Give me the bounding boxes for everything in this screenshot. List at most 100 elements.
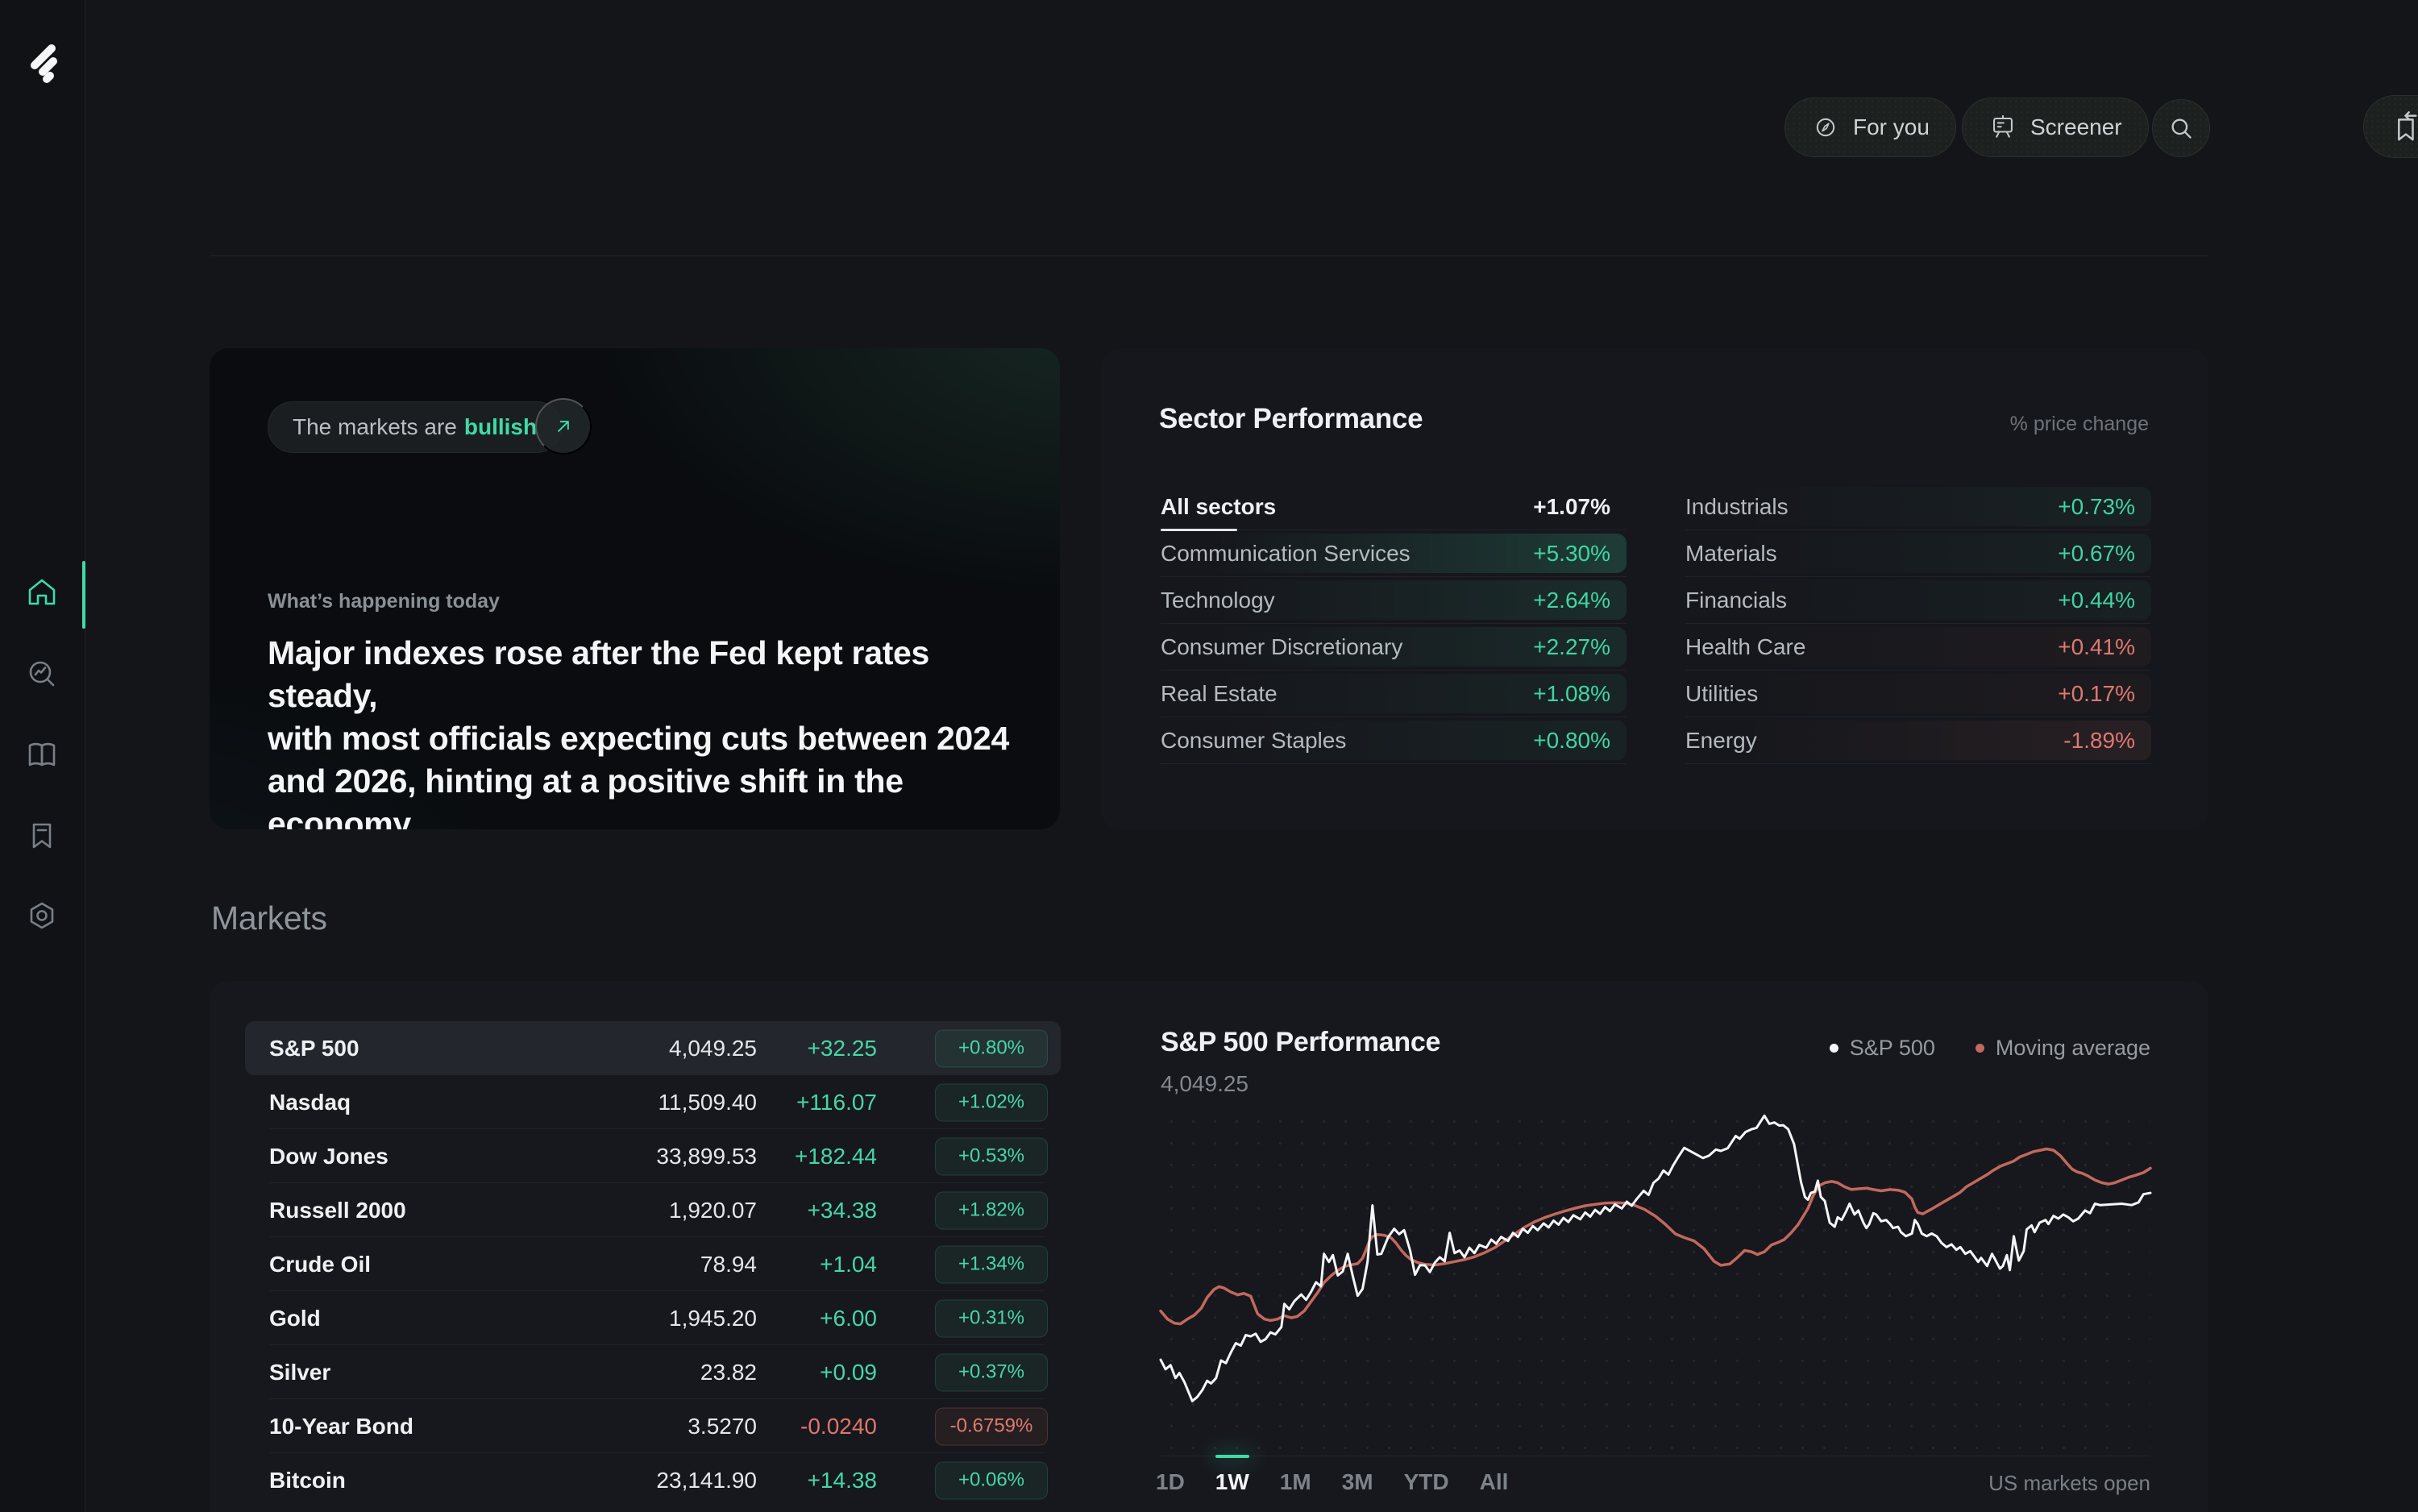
compass-icon bbox=[1816, 118, 1835, 137]
market-row[interactable]: Russell 2000 1,920.07 +34.38 +1.82% bbox=[245, 1183, 1061, 1237]
timeframe-tab-1d[interactable]: 1D bbox=[1156, 1469, 1185, 1494]
market-row[interactable]: Nasdaq 11,509.40 +116.07 +1.02% bbox=[245, 1075, 1061, 1129]
hexagon-gear-icon bbox=[30, 902, 54, 929]
sector-value: +1.08% bbox=[1533, 680, 1610, 706]
row-separator bbox=[269, 1452, 1045, 1453]
saved-panel-button[interactable] bbox=[2363, 95, 2418, 158]
market-percent-badge: +1.34% bbox=[935, 1245, 1048, 1283]
open-story-button[interactable] bbox=[535, 398, 592, 455]
market-change: +116.07 bbox=[796, 1089, 877, 1115]
sidebar-item-home[interactable] bbox=[0, 552, 84, 633]
sidebar-item-saved[interactable] bbox=[0, 795, 84, 876]
market-change: +6.00 bbox=[820, 1305, 877, 1331]
sector-label: Real Estate bbox=[1161, 680, 1278, 706]
market-value: 78.94 bbox=[700, 1251, 757, 1277]
search-button[interactable] bbox=[2152, 99, 2210, 157]
for-you-button[interactable]: For you bbox=[1784, 98, 1956, 157]
legend-item: S&P 500 bbox=[1829, 1036, 1935, 1061]
sector-label: Financials bbox=[1685, 587, 1788, 613]
sector-performance-title: Sector Performance bbox=[1159, 403, 1423, 434]
market-change: +0.09 bbox=[820, 1359, 877, 1385]
screener-button[interactable]: Screener bbox=[1962, 98, 2149, 157]
chart-line-s&p-500 bbox=[1159, 1114, 2152, 1402]
sector-row-highlight bbox=[1161, 721, 1627, 760]
fey-logo[interactable] bbox=[23, 44, 61, 85]
timeframe-tab-ytd[interactable]: YTD bbox=[1403, 1469, 1449, 1494]
legend-item: Moving average bbox=[1975, 1036, 2150, 1061]
market-row[interactable]: Silver 23.82 +0.09 +0.37% bbox=[245, 1345, 1061, 1399]
sector-label: Communication Services bbox=[1161, 540, 1410, 566]
market-percent-badge: +1.82% bbox=[935, 1191, 1048, 1229]
sector-value: +0.44% bbox=[2058, 587, 2135, 613]
sector-column-left: All sectors +1.07% Communication Services +… bbox=[1161, 484, 1627, 764]
sidebar-item-settings[interactable] bbox=[0, 876, 84, 957]
sector-performance-card: Sector Performance % price change All se… bbox=[1101, 348, 2208, 829]
market-value: 23.82 bbox=[700, 1359, 757, 1385]
hero-eyebrow: What’s happening today bbox=[268, 590, 500, 613]
market-value: 1,945.20 bbox=[669, 1305, 757, 1331]
chart-line-moving-average bbox=[1159, 1147, 2152, 1326]
market-row[interactable]: Bitcoin 23,141.90 +14.38 +0.06% bbox=[245, 1453, 1061, 1507]
header-divider bbox=[210, 255, 2208, 256]
market-row[interactable]: S&P 500 4,049.25 +32.25 +0.80% bbox=[245, 1021, 1061, 1075]
sector-row-highlight bbox=[1161, 534, 1627, 573]
market-name: Crude Oil bbox=[269, 1251, 372, 1277]
sector-row[interactable]: Consumer Discretionary +2.27% bbox=[1161, 624, 1627, 671]
market-name: Russell 2000 bbox=[269, 1197, 406, 1223]
sector-row[interactable]: Financials +0.44% bbox=[1685, 577, 2151, 624]
for-you-label: For you bbox=[1853, 114, 1930, 139]
sector-row[interactable]: Technology +2.64% bbox=[1161, 577, 1627, 624]
sector-row[interactable]: Energy -1.89% bbox=[1685, 717, 2151, 764]
market-status-word: bullish bbox=[463, 414, 538, 439]
timeframe-tab-1m[interactable]: 1M bbox=[1279, 1469, 1311, 1494]
sector-row[interactable]: Real Estate +1.08% bbox=[1161, 671, 1627, 717]
sector-row[interactable]: Communication Services +5.30% bbox=[1161, 530, 1627, 577]
sector-label: Industrials bbox=[1685, 493, 1789, 519]
sector-row-highlight bbox=[1685, 674, 2151, 713]
market-row[interactable]: Dow Jones 33,899.53 +182.44 +0.53% bbox=[245, 1129, 1061, 1183]
market-name: Nasdaq bbox=[269, 1089, 351, 1115]
market-open-status: US markets open bbox=[1988, 1471, 2150, 1495]
sector-row-highlight bbox=[1685, 721, 2151, 760]
sector-row[interactable]: Health Care +0.41% bbox=[1685, 624, 2151, 671]
sector-value: +5.30% bbox=[1533, 540, 1610, 566]
market-change: +32.25 bbox=[807, 1035, 877, 1061]
row-separator bbox=[269, 1182, 1045, 1183]
sector-value: +0.80% bbox=[1533, 727, 1610, 753]
market-status-pill[interactable]: The markets are bullish bbox=[268, 401, 563, 453]
sidebar-item-explore[interactable] bbox=[0, 633, 84, 714]
sector-label: Consumer Staples bbox=[1161, 727, 1347, 753]
market-percent-badge: +0.80% bbox=[935, 1029, 1048, 1067]
chart-legend: S&P 500 Moving average bbox=[1829, 1036, 2150, 1061]
sidebar-item-news[interactable] bbox=[0, 715, 84, 795]
market-row[interactable]: Crude Oil 78.94 +1.04 +1.34% bbox=[245, 1237, 1061, 1291]
market-row[interactable]: 10-Year Bond 3.5270 -0.0240 -0.6759% bbox=[245, 1399, 1061, 1453]
sector-row[interactable]: Utilities +0.17% bbox=[1685, 671, 2151, 717]
timeframe-tab-3m[interactable]: 3M bbox=[1341, 1469, 1373, 1494]
sector-label: Energy bbox=[1685, 727, 1757, 753]
sector-row[interactable]: Consumer Staples +0.80% bbox=[1161, 717, 1627, 764]
fey-logo-stroke-3 bbox=[43, 72, 54, 83]
row-separator bbox=[269, 1398, 1045, 1399]
market-change: -0.0240 bbox=[800, 1413, 877, 1439]
active-timeframe-indicator bbox=[1215, 1455, 1249, 1458]
market-name: Gold bbox=[269, 1305, 321, 1331]
timeframe-tab-all[interactable]: All bbox=[1479, 1469, 1509, 1494]
sector-value: +2.27% bbox=[1533, 633, 1610, 659]
market-change: +1.04 bbox=[820, 1251, 877, 1277]
market-percent-badge: +0.06% bbox=[935, 1461, 1048, 1499]
sector-row[interactable]: Materials +0.67% bbox=[1685, 530, 2151, 577]
legend-dot bbox=[1975, 1044, 1984, 1053]
timeframe-tab-1w[interactable]: 1W bbox=[1215, 1469, 1249, 1494]
market-row[interactable]: Gold 1,945.20 +6.00 +0.31% bbox=[245, 1291, 1061, 1345]
sector-row[interactable]: Industrials +0.73% bbox=[1685, 484, 2151, 530]
sidebar bbox=[0, 0, 85, 1512]
sector-performance-note: % price change bbox=[2009, 413, 2149, 435]
market-summary-card: The markets are bullish What’s happening… bbox=[210, 348, 1060, 829]
sector-row-highlight bbox=[1685, 487, 2151, 526]
legend-label: S&P 500 bbox=[1849, 1036, 1935, 1060]
sector-label: Technology bbox=[1161, 587, 1275, 613]
sector-row[interactable]: All sectors +1.07% bbox=[1161, 484, 1627, 531]
sector-row-highlight bbox=[1161, 627, 1627, 667]
